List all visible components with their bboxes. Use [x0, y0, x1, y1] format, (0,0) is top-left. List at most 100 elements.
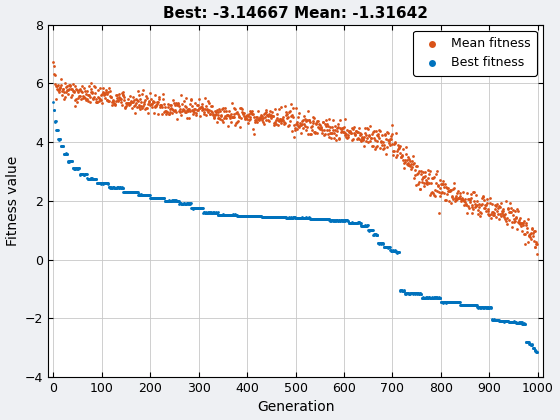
Mean fitness — [281, 120, 290, 126]
Mean fitness — [400, 158, 409, 165]
Best fitness — [341, 218, 350, 224]
Best fitness — [171, 197, 180, 204]
Best fitness — [430, 294, 438, 301]
Best fitness — [262, 213, 270, 220]
Mean fitness — [127, 98, 136, 105]
Best fitness — [348, 220, 357, 226]
Mean fitness — [483, 200, 492, 206]
Mean fitness — [417, 176, 426, 183]
Best fitness — [115, 185, 124, 192]
Best fitness — [290, 215, 299, 221]
Mean fitness — [344, 132, 353, 139]
Best fitness — [259, 213, 268, 220]
Best fitness — [50, 107, 59, 113]
Mean fitness — [167, 105, 176, 111]
Best fitness — [309, 216, 318, 223]
Best fitness — [291, 215, 300, 221]
Best fitness — [186, 200, 195, 207]
Mean fitness — [415, 186, 424, 192]
Mean fitness — [335, 125, 344, 131]
Best fitness — [314, 215, 323, 222]
Best fitness — [335, 218, 344, 224]
Best fitness — [97, 180, 106, 186]
Mean fitness — [292, 118, 301, 125]
Best fitness — [292, 215, 301, 221]
Mean fitness — [481, 207, 490, 214]
Best fitness — [339, 217, 348, 224]
Mean fitness — [218, 119, 227, 126]
Mean fitness — [469, 189, 478, 195]
Mean fitness — [161, 108, 170, 114]
Best fitness — [114, 184, 123, 191]
Best fitness — [87, 175, 96, 182]
Mean fitness — [175, 108, 184, 115]
Best fitness — [375, 240, 384, 247]
Mean fitness — [505, 216, 514, 223]
Mean fitness — [357, 138, 366, 145]
Best fitness — [520, 320, 529, 327]
Mean fitness — [321, 123, 330, 130]
Best fitness — [177, 200, 186, 207]
Best fitness — [123, 189, 132, 196]
Best fitness — [266, 213, 275, 220]
Best fitness — [502, 318, 511, 324]
Best fitness — [344, 219, 353, 226]
Best fitness — [289, 214, 298, 221]
Mean fitness — [206, 108, 215, 114]
Best fitness — [319, 216, 328, 223]
Mean fitness — [117, 89, 126, 96]
Best fitness — [251, 213, 260, 219]
Best fitness — [145, 192, 154, 198]
Mean fitness — [231, 105, 240, 112]
Best fitness — [504, 318, 513, 324]
Best fitness — [372, 231, 381, 238]
Best fitness — [243, 213, 252, 220]
Mean fitness — [345, 129, 354, 135]
Best fitness — [340, 217, 349, 223]
Best fitness — [71, 165, 80, 172]
Mean fitness — [483, 210, 492, 217]
Mean fitness — [71, 83, 80, 90]
Best fitness — [444, 299, 452, 305]
Best fitness — [141, 192, 150, 199]
Best fitness — [129, 188, 138, 195]
Best fitness — [371, 231, 380, 238]
Best fitness — [172, 198, 181, 205]
Best fitness — [90, 176, 99, 182]
Mean fitness — [418, 178, 427, 185]
Mean fitness — [317, 125, 326, 131]
Mean fitness — [188, 107, 197, 113]
Mean fitness — [385, 141, 394, 148]
Best fitness — [371, 231, 380, 238]
Mean fitness — [501, 210, 510, 217]
Best fitness — [316, 216, 325, 223]
Best fitness — [52, 127, 61, 134]
Mean fitness — [186, 108, 195, 115]
Mean fitness — [68, 88, 77, 94]
Best fitness — [255, 213, 264, 220]
Mean fitness — [64, 86, 73, 93]
Best fitness — [393, 249, 402, 255]
Mean fitness — [362, 138, 371, 144]
Mean fitness — [406, 157, 415, 164]
Best fitness — [350, 219, 359, 226]
Best fitness — [480, 304, 489, 310]
Mean fitness — [458, 194, 467, 201]
Best fitness — [74, 165, 83, 172]
Mean fitness — [374, 131, 382, 138]
Best fitness — [391, 247, 400, 254]
Mean fitness — [174, 102, 183, 109]
Best fitness — [79, 171, 88, 178]
Best fitness — [386, 248, 395, 255]
Mean fitness — [130, 102, 139, 108]
Best fitness — [77, 171, 86, 177]
Mean fitness — [90, 84, 99, 90]
Mean fitness — [332, 136, 340, 143]
Best fitness — [339, 217, 348, 224]
Best fitness — [184, 201, 193, 207]
Best fitness — [531, 348, 540, 354]
Mean fitness — [217, 117, 226, 124]
Mean fitness — [456, 195, 465, 202]
Mean fitness — [186, 96, 195, 102]
Best fitness — [97, 180, 106, 187]
